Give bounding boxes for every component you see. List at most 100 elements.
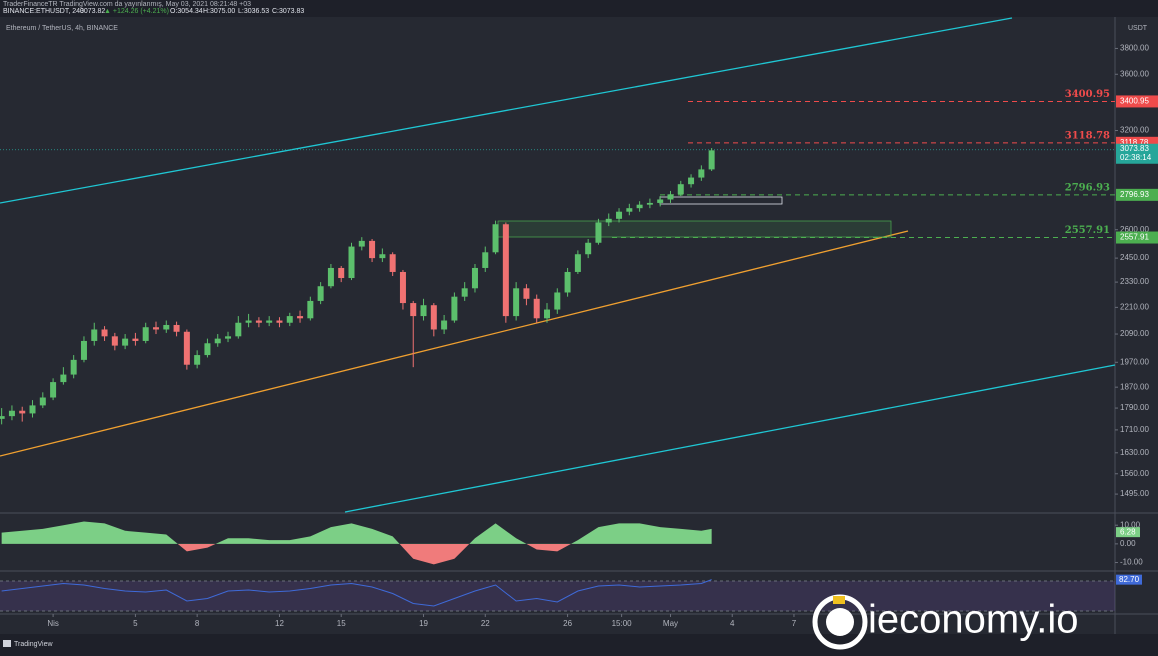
candle-body [410, 303, 417, 317]
price-badge-label: 3073.83 [1120, 144, 1149, 153]
candle-body [574, 254, 581, 272]
candle-body [307, 300, 314, 319]
candle-body [152, 327, 159, 330]
watermark-logo-inner [826, 608, 854, 636]
candle-body [122, 338, 129, 346]
candle-body [441, 320, 448, 330]
candle-body [80, 340, 87, 360]
candle-body [523, 288, 530, 299]
level-label: 2796.93 [1065, 182, 1110, 193]
y-tick-label: 1870.00 [1120, 382, 1149, 391]
candle-body [605, 218, 612, 223]
candle-body [626, 208, 633, 212]
y-tick-label: 1710.00 [1120, 425, 1149, 434]
candle-body [461, 288, 468, 297]
y-tick-label: 1560.00 [1120, 469, 1149, 478]
candle-body [194, 355, 201, 365]
channel-upper [0, 17, 1013, 204]
candle-body [297, 316, 304, 319]
candle-body [235, 322, 242, 337]
candle-body [369, 240, 376, 259]
candle-body [646, 202, 653, 205]
level-badge-label: 3118.78 [1120, 138, 1149, 147]
x-tick-label: 4 [730, 619, 735, 628]
rsi-band [0, 581, 1115, 611]
candle-body [677, 184, 684, 195]
price-badge [1116, 143, 1158, 164]
candle-body [317, 286, 324, 301]
candle-body [204, 343, 211, 356]
candle-body [657, 199, 664, 203]
x-tick-label: 12 [275, 619, 284, 628]
y-tick-label: 2450.00 [1120, 253, 1149, 262]
level-badge-label: 2557.91 [1120, 233, 1149, 242]
candle-body [585, 242, 592, 255]
oscillator-area [1, 521, 712, 565]
x-tick-label: 26 [563, 619, 572, 628]
zone-box [497, 220, 892, 238]
y-tick-label: 1630.00 [1120, 448, 1149, 457]
candle-body [502, 224, 509, 317]
candle-body [338, 267, 345, 279]
candle-body [132, 338, 139, 341]
candle-body [399, 271, 406, 304]
y-tick-label: 2600.00 [1120, 225, 1149, 234]
candle-body [595, 222, 602, 243]
level-badge-label: 2796.93 [1120, 190, 1149, 199]
candle-body [544, 309, 551, 319]
osc-badge [1116, 527, 1140, 538]
footer-logo: TradingView [14, 641, 53, 648]
level-badge-label: 3400.95 [1120, 97, 1149, 106]
candle-body [667, 194, 674, 200]
symbol: BINANCE:ETHUSDT, 240 [3, 8, 84, 15]
level-badge [1116, 231, 1158, 244]
candle-body [379, 254, 386, 259]
candle-body [111, 336, 118, 346]
level-label: 3400.95 [1065, 89, 1110, 100]
watermark: ieconomy.io [868, 598, 1078, 642]
y-tick-label: 10.00 [1120, 520, 1141, 529]
candle-body [554, 292, 561, 310]
chart-title: Ethereum / TetherUS, 4h, BINANCE [6, 25, 118, 32]
x-tick-label: 22 [481, 619, 490, 628]
x-tick-label: 15 [337, 619, 346, 628]
y-unit: USDT [1128, 25, 1148, 32]
y-tick-label: 1495.00 [1120, 489, 1149, 498]
candle-body [225, 336, 232, 339]
footer-bar [0, 634, 1158, 656]
header-bar [0, 0, 1158, 17]
osc-badge-label: 6.28 [1120, 527, 1136, 536]
ohlc-low: L:3036.53 [238, 8, 269, 15]
candle-body [430, 305, 437, 330]
candle-body [358, 240, 365, 247]
candle-body [276, 320, 283, 323]
level-label: 3118.78 [1065, 130, 1110, 141]
candle-body [471, 267, 478, 289]
rsi-badge [1116, 574, 1142, 585]
candle-body [39, 397, 46, 406]
y-tick-label: 1970.00 [1120, 357, 1149, 366]
y-tick-label: 0.00 [1120, 539, 1136, 548]
candle-body [636, 204, 643, 209]
footer-icon [3, 640, 11, 647]
watermark-logo-mark [833, 596, 845, 604]
level-label: 2557.91 [1065, 225, 1110, 236]
candle-body [173, 324, 180, 332]
candle-body [482, 252, 489, 268]
candle-body [60, 374, 67, 383]
candle-body [101, 329, 108, 337]
candle-body [255, 320, 262, 323]
candle-body [420, 305, 427, 317]
x-tick-label: 7 [792, 619, 797, 628]
candle-body [286, 316, 293, 323]
y-tick-label: 2090.00 [1120, 329, 1149, 338]
channel-lower [344, 364, 1116, 513]
candle-body [451, 296, 458, 321]
x-tick-label: 8 [195, 619, 200, 628]
x-tick-label: May [663, 619, 678, 628]
change: ▲ +124.26 (+4.21%) [104, 8, 169, 15]
candle-body [266, 320, 273, 323]
candle-body [245, 320, 252, 323]
rsi-line [1, 579, 712, 607]
y-tick-label: 3200.00 [1120, 126, 1149, 135]
